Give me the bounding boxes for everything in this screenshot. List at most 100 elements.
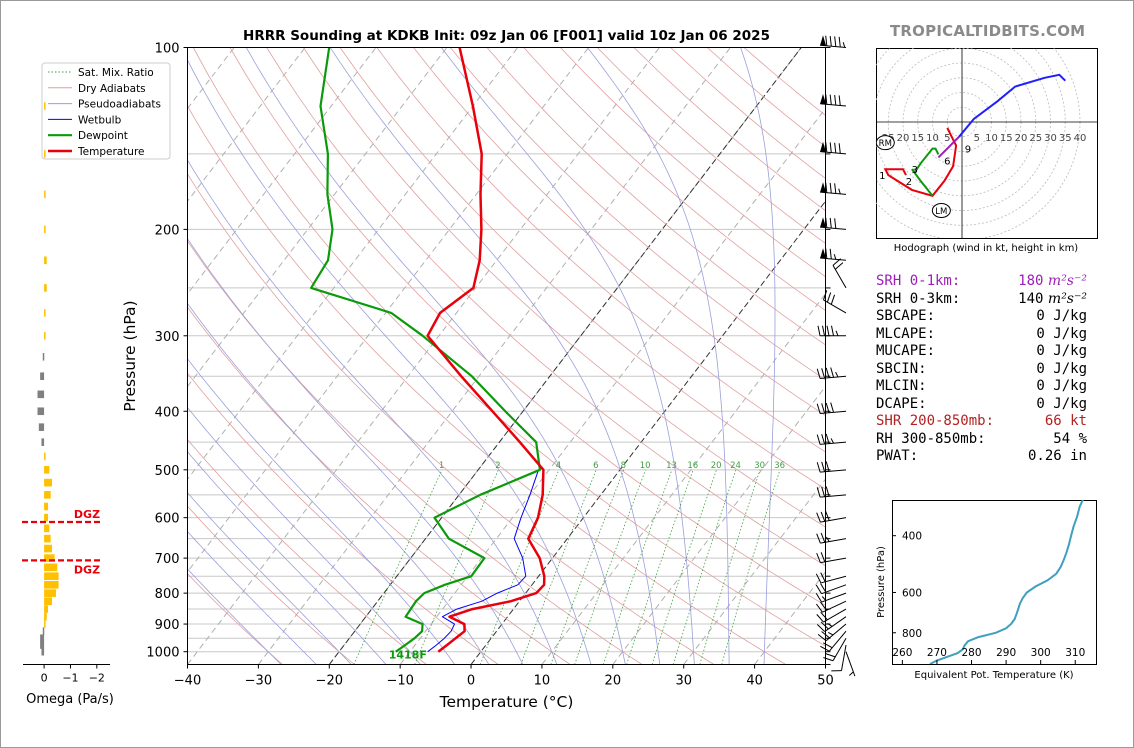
barb-full (820, 511, 826, 522)
theta-e-y-axis-label: Pressure (hPa) (876, 546, 887, 618)
skewt-plot-area (187, 47, 826, 665)
dry-adiabat (523, 47, 826, 311)
y-axis-label: Pressure (hPa) (121, 300, 139, 411)
hodograph-ring-label: 5 (974, 133, 980, 144)
omega-bar (40, 641, 45, 649)
hodograph-ring-label: 15 (911, 133, 924, 144)
hodograph-trace (937, 136, 960, 159)
barb-full (829, 94, 832, 105)
dry-adiabat (187, 105, 787, 665)
barb-staff (820, 226, 847, 230)
barb-full (829, 182, 832, 194)
barb-full (834, 218, 837, 229)
theta-e-x-tick-label: 310 (1065, 647, 1085, 659)
barb-full (816, 533, 821, 544)
barb-full (821, 403, 826, 414)
barb-full (829, 248, 832, 260)
sat-mix-ratio-line (602, 469, 673, 665)
sat-mix-ratio-line (672, 469, 737, 665)
dry-adiabat (266, 47, 826, 567)
omega-bar (44, 150, 46, 158)
sat-mix-ratio-line (414, 469, 499, 665)
barb-full (821, 486, 826, 497)
omega-bar (44, 563, 58, 572)
sat-mix-ratio-line (699, 469, 761, 665)
barb-full (829, 36, 832, 47)
x-tick-label: 50 (817, 674, 834, 689)
barb-flag (820, 141, 827, 153)
sat-mix-ratio-label: 4 (556, 461, 561, 471)
omega-bar (44, 620, 46, 628)
param-row: MUCAPE: 0 J/kg (876, 343, 1087, 361)
barb-full (821, 434, 826, 445)
wetbulb-profile (427, 469, 539, 653)
dry-adiabat (486, 47, 826, 346)
omega-bar (44, 544, 52, 553)
y-tick-label: 600 (155, 512, 180, 527)
sat-mix-ratio-label: 36 (774, 461, 785, 471)
param-label: SRH 0-1km: (876, 273, 961, 289)
legend-entry: Dry Adiabats (78, 83, 146, 95)
dry-adiabat (449, 47, 826, 381)
legend-box (41, 62, 171, 160)
barb-full (820, 645, 830, 652)
barb-full (815, 584, 822, 594)
storm-motion-lm-label: LM (935, 207, 947, 217)
barb-full (816, 434, 821, 445)
chart-title: HRRR Sounding at KDKB Init: 09z Jan 06 [… (243, 28, 770, 44)
y-tick-label: 400 (155, 405, 180, 420)
hodograph-ring-label: 5 (944, 133, 950, 144)
omega-bar (44, 452, 46, 461)
sat-mix-ratio-line (721, 469, 781, 665)
hodograph-ring-label: 30 (1044, 133, 1057, 144)
barb-full (831, 325, 834, 336)
omega-bar (44, 478, 52, 487)
param-row: MLCIN: 0 J/kg (876, 378, 1087, 396)
theta-e-y-tick-label: 800 (902, 628, 922, 640)
storm-motion-lm-marker (931, 203, 951, 218)
barb-full (834, 142, 837, 154)
moist-adiabat (187, 492, 352, 665)
param-label: DCAPE: (876, 395, 927, 412)
dry-adiabat (339, 47, 826, 490)
omega-bar (44, 581, 59, 589)
barb-full (823, 290, 828, 301)
barb-staff (820, 257, 847, 261)
x-tick-label: −30 (245, 674, 272, 689)
barb-full (838, 36, 841, 48)
param-label: SRH 0-3km: (876, 290, 961, 307)
param-unit: m²s⁻² (1043, 273, 1087, 289)
param-row: RH 300-850mb: 54 % (876, 431, 1087, 449)
barb-half (835, 330, 839, 336)
hodograph-trace (958, 73, 1067, 138)
y-tick-label: 300 (155, 330, 180, 345)
x-tick-label: −20 (316, 674, 343, 689)
barb-full (816, 403, 821, 414)
moist-adiabat (187, 406, 421, 665)
param-row: DCAPE: 0 J/kg (876, 396, 1087, 414)
barb-full (815, 593, 822, 603)
y-tick-label: 700 (155, 552, 180, 567)
omega-bar (44, 102, 46, 110)
barb-full (820, 583, 827, 593)
x-tick-label: −10 (386, 674, 413, 689)
barb-staff (840, 644, 847, 671)
dry-adiabat (229, 47, 826, 606)
legend-entry: Temperature (77, 146, 145, 158)
barb-full (816, 614, 824, 623)
theta-e-y-tick-label: 600 (902, 587, 922, 599)
barb-full (825, 367, 830, 378)
hodograph-trace (911, 147, 940, 197)
barb-staff (823, 299, 847, 314)
sat-mix-ratio-line (574, 469, 646, 665)
barb-full (829, 217, 832, 229)
omega-bar (37, 407, 45, 416)
barb-full (816, 512, 821, 523)
omega-bar (38, 423, 45, 431)
x-tick-label: −40 (174, 674, 201, 689)
param-value: 0.26 in (1027, 448, 1087, 464)
barb-full (838, 143, 841, 154)
omega-bar (44, 502, 49, 511)
sat-mix-ratio-label: 16 (687, 461, 698, 471)
